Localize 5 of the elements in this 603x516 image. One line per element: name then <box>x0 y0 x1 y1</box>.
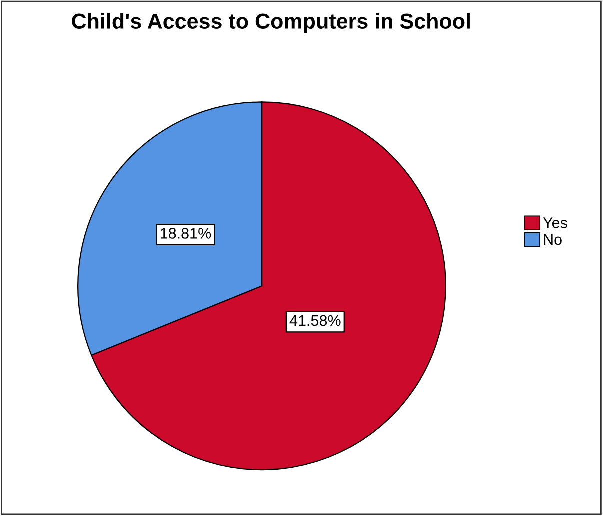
legend-label: Yes <box>543 218 568 228</box>
chart-title: Child's Access to Computers in School <box>72 13 470 34</box>
data-label: 18.81% <box>160 228 212 239</box>
legend-label: No <box>544 234 562 246</box>
data-label: 41.58% <box>290 315 341 326</box>
